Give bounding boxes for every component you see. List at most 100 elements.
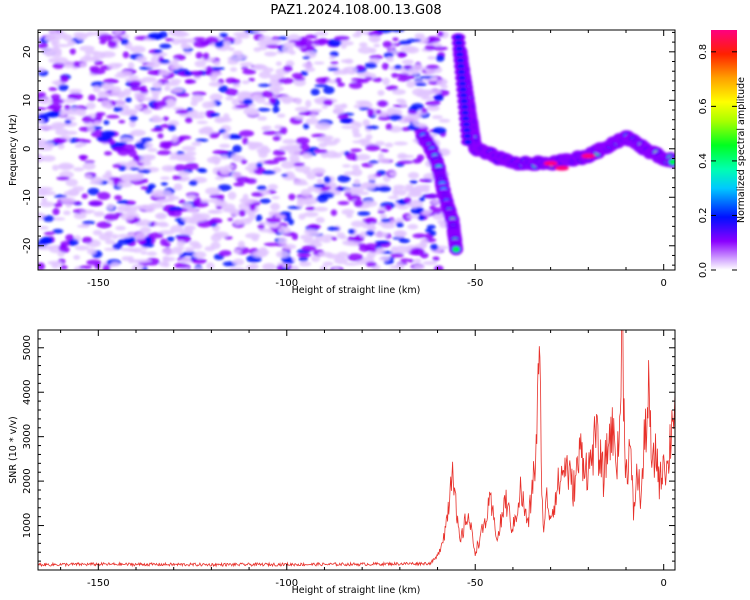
noise-blob [298,111,311,116]
noise-blob [67,94,77,100]
noise-blob [251,30,268,33]
y-tick-label: 3000 [22,424,33,449]
noise-blob [166,98,176,106]
noise-blob [56,176,70,181]
noise-blob [418,196,425,203]
noise-blob [107,62,121,70]
noise-blob [288,193,296,201]
noise-blob [239,130,255,137]
noise-blob [269,223,280,229]
signal-core [455,46,464,52]
colorbar-tick-label: 0.8 [698,44,709,60]
noise-blob [200,199,209,203]
spectrogram-blobs [38,30,675,270]
signal-core [456,63,465,69]
noise-blob [375,109,382,115]
noise-blob [398,154,415,159]
noise-blob [207,199,222,203]
noise-blob [425,228,433,233]
noise-blob [181,203,193,209]
noise-blob [397,76,411,82]
noise-blob [262,170,276,175]
signal-core [463,133,472,139]
noise-blob [65,178,79,187]
noise-blob [279,126,288,135]
noise-blob [378,116,391,121]
noise-blob [59,111,66,117]
noise-blob [303,123,310,130]
noise-blob [115,225,126,231]
noise-blob [275,61,282,66]
signal-core [459,87,468,93]
noise-blob [421,96,433,101]
noise-blob [153,100,168,108]
noise-blob [113,106,124,112]
noise-blob [357,211,371,216]
noise-blob [279,95,294,102]
noise-blob [314,122,331,130]
noise-blob [231,135,243,140]
noise-blob [87,125,95,132]
noise-blob [216,205,223,210]
noise-blob [253,47,262,52]
noise-blob [262,125,272,130]
colorbar: 0.0 0.2 0.4 0.6 0.8 Normalized spectral ampl… [698,30,747,278]
noise-blob [91,56,99,62]
spectrogram-frame [37,29,676,271]
noise-blob [323,140,338,146]
noise-blob [209,133,219,139]
noise-blob [266,39,282,44]
noise-blob [176,150,185,155]
noise-blob [385,85,399,91]
noise-blob [84,160,95,164]
noise-blob [181,145,197,152]
noise-blob [129,114,138,122]
noise-blob [57,162,74,171]
noise-blob [396,51,407,58]
noise-blob [140,185,148,190]
noise-blob [415,207,425,213]
noise-blob [367,108,375,117]
noise-blob [45,124,62,131]
noise-blob [429,205,436,211]
noise-blob [162,116,170,122]
noise-blob [86,259,102,266]
colorbar-tick-label: 0.6 [698,98,709,114]
noise-blob [407,259,414,263]
noise-blob [227,191,237,200]
noise-blob [360,182,377,190]
noise-blob [334,256,348,265]
noise-blob [314,83,329,88]
noise-blob [172,246,185,251]
noise-blob [190,100,198,107]
noise-blob [290,265,299,270]
noise-blob [209,209,219,214]
noise-blob [232,82,241,88]
noise-blob [173,183,183,191]
noise-blob [159,230,175,235]
noise-blob [38,140,49,148]
noise-blob [374,231,388,238]
noise-blob [336,232,346,239]
noise-blob [331,236,338,241]
noise-blob [146,62,161,69]
noise-blob [52,217,66,221]
noise-blob [205,187,221,195]
noise-blob [425,193,440,199]
noise-blob [350,220,365,228]
noise-blob [245,264,256,270]
noise-blob [193,251,207,259]
noise-blob [38,67,46,72]
noise-blob [93,211,105,217]
noise-blob [333,107,342,115]
noise-blob [310,88,320,96]
noise-blob [380,213,387,220]
noise-blob [224,164,235,169]
signal-core [454,34,463,40]
noise-blob [116,199,130,205]
noise-blob [311,167,326,175]
noise-blob [414,185,429,191]
noise-blob [96,221,112,229]
noise-blob [409,188,422,196]
noise-blob [397,73,410,79]
